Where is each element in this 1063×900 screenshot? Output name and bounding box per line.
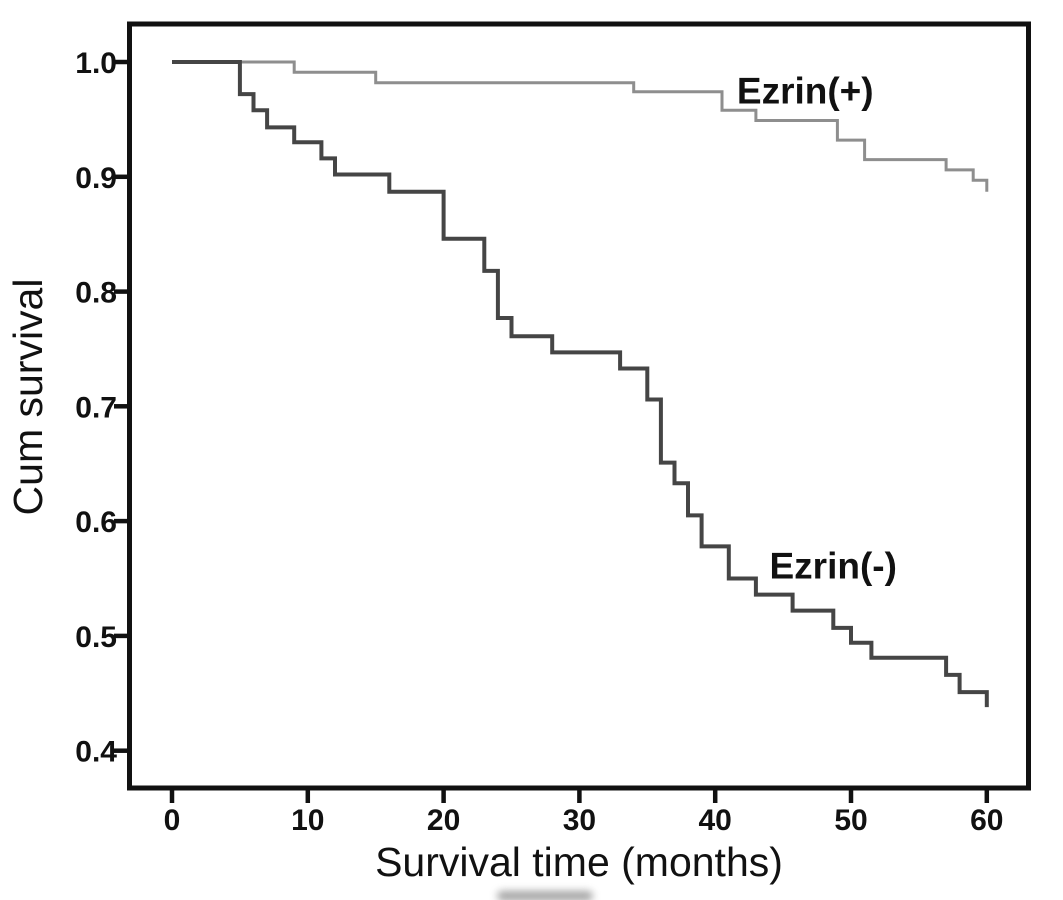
survival-curve-ezrin-minus <box>172 60 989 708</box>
y-tick-label: 0.7 <box>75 391 117 424</box>
series-curves <box>172 60 989 708</box>
y-axis-ticks: 1.0 0.9 0.8 0.7 0.6 0.5 0.4 <box>75 47 127 769</box>
plot-frame <box>127 21 1031 791</box>
x-tick-label: 0 <box>164 804 181 837</box>
y-axis-title: Cum survival <box>5 279 51 516</box>
survival-curve-ezrin-plus <box>172 60 989 192</box>
cropped-caption-fragment <box>497 891 593 900</box>
x-tick-label: 30 <box>563 804 596 837</box>
y-tick-label: 0.5 <box>75 621 117 654</box>
curve-label-ezrin-plus: Ezrin(+) <box>737 70 874 111</box>
x-tick-label: 50 <box>834 804 867 837</box>
x-tick-label: 10 <box>291 804 324 837</box>
y-tick-label: 1.0 <box>75 47 117 80</box>
y-tick-label: 0.6 <box>75 506 117 539</box>
x-axis-ticks: 0 10 20 30 40 50 60 <box>164 790 1003 837</box>
y-tick-label: 0.9 <box>75 162 117 195</box>
curve-labels: Ezrin(+) Ezrin(-) <box>737 70 897 586</box>
x-axis-title: Survival time (months) <box>375 839 783 885</box>
x-tick-label: 40 <box>699 804 732 837</box>
y-tick-label: 0.4 <box>75 736 117 769</box>
x-tick-label: 60 <box>970 804 1003 837</box>
x-tick-label: 20 <box>427 804 460 837</box>
curve-label-ezrin-minus: Ezrin(-) <box>770 546 897 587</box>
y-tick-label: 0.8 <box>75 277 117 310</box>
